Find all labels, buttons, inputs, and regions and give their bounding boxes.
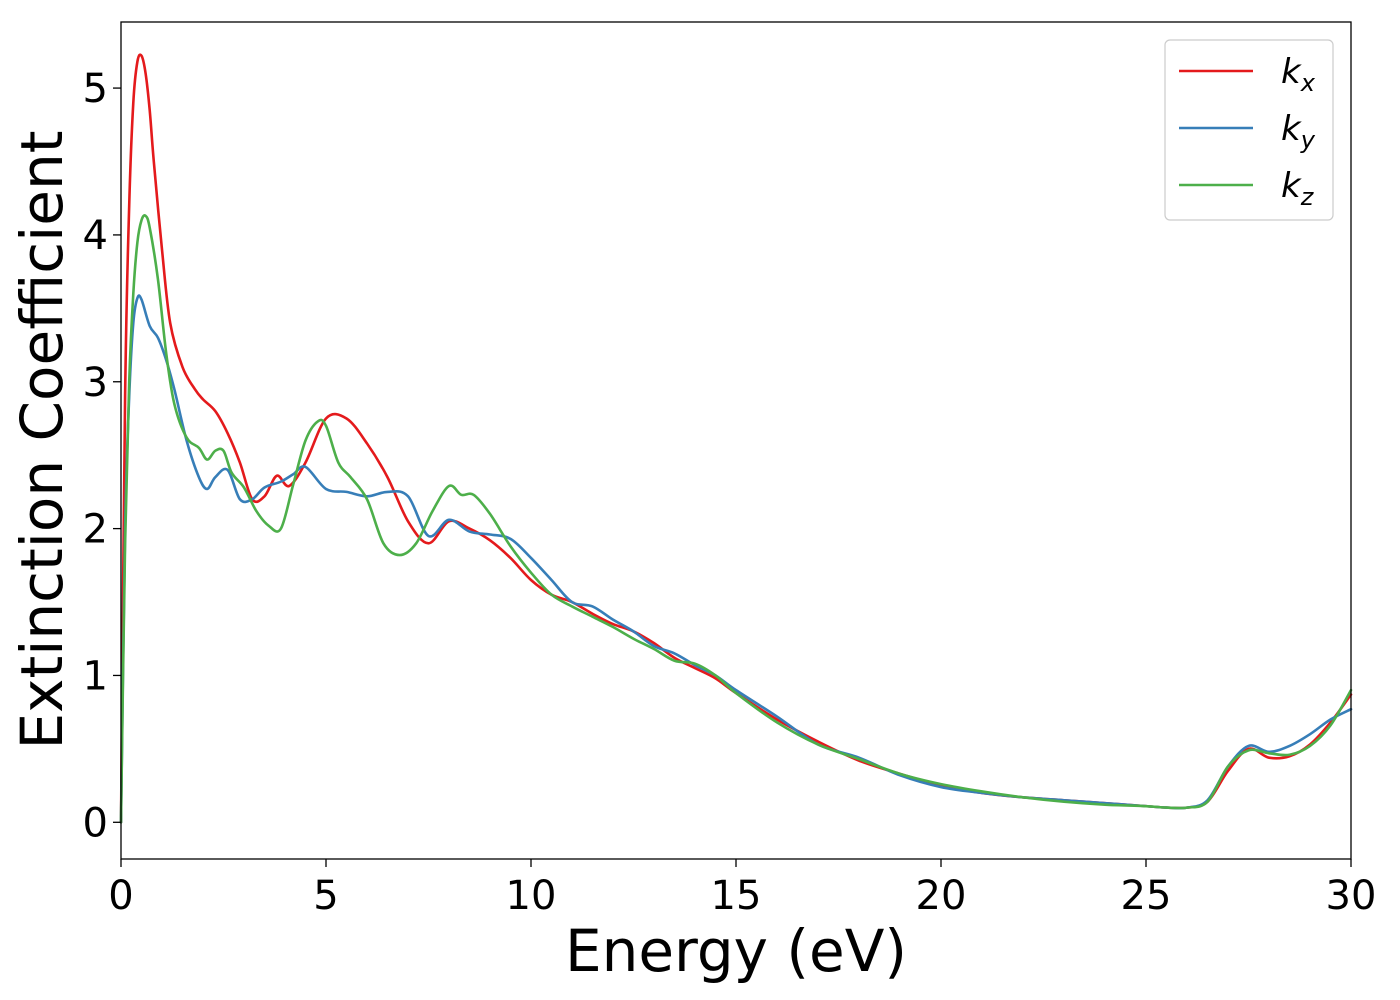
legend-label-main: k [1281, 166, 1302, 206]
legend-label-sub: y [1300, 126, 1316, 154]
x-tick-label: 0 [108, 873, 133, 919]
y-axis: 0 1 2 3 4 5 [83, 66, 121, 846]
x-tick-label: 30 [1326, 873, 1377, 919]
legend-label-main: k [1281, 52, 1302, 92]
plot-area [121, 22, 1351, 859]
x-tick-label: 10 [506, 873, 557, 919]
legend-label-x: kx [1281, 52, 1316, 97]
y-tick-label: 1 [83, 653, 108, 699]
y-tick-label: 3 [83, 360, 108, 406]
y-tick-label: 5 [83, 66, 108, 112]
legend-label-z: kz [1281, 166, 1315, 211]
x-tick-label: 15 [711, 873, 762, 919]
x-axis-label: Energy (eV) [565, 917, 907, 985]
series-layer [119, 53, 1353, 824]
legend-label-sub: x [1300, 69, 1316, 97]
y-tick-label: 4 [83, 213, 108, 259]
series-line-z [119, 214, 1353, 824]
y-tick-label: 0 [83, 800, 108, 846]
x-axis: 0 5 10 15 20 25 30 [108, 859, 1376, 919]
y-tick-label: 2 [83, 507, 108, 553]
x-tick-label: 25 [1121, 873, 1172, 919]
y-axis-label: Extinction Coefficient [8, 131, 76, 750]
legend-box [1164, 39, 1334, 221]
legend-label-sub: z [1300, 183, 1315, 211]
x-tick-label: 20 [916, 873, 967, 919]
legend-label-y: ky [1281, 109, 1316, 154]
x-tick-label: 5 [313, 873, 338, 919]
legend-label-main: k [1281, 109, 1302, 149]
